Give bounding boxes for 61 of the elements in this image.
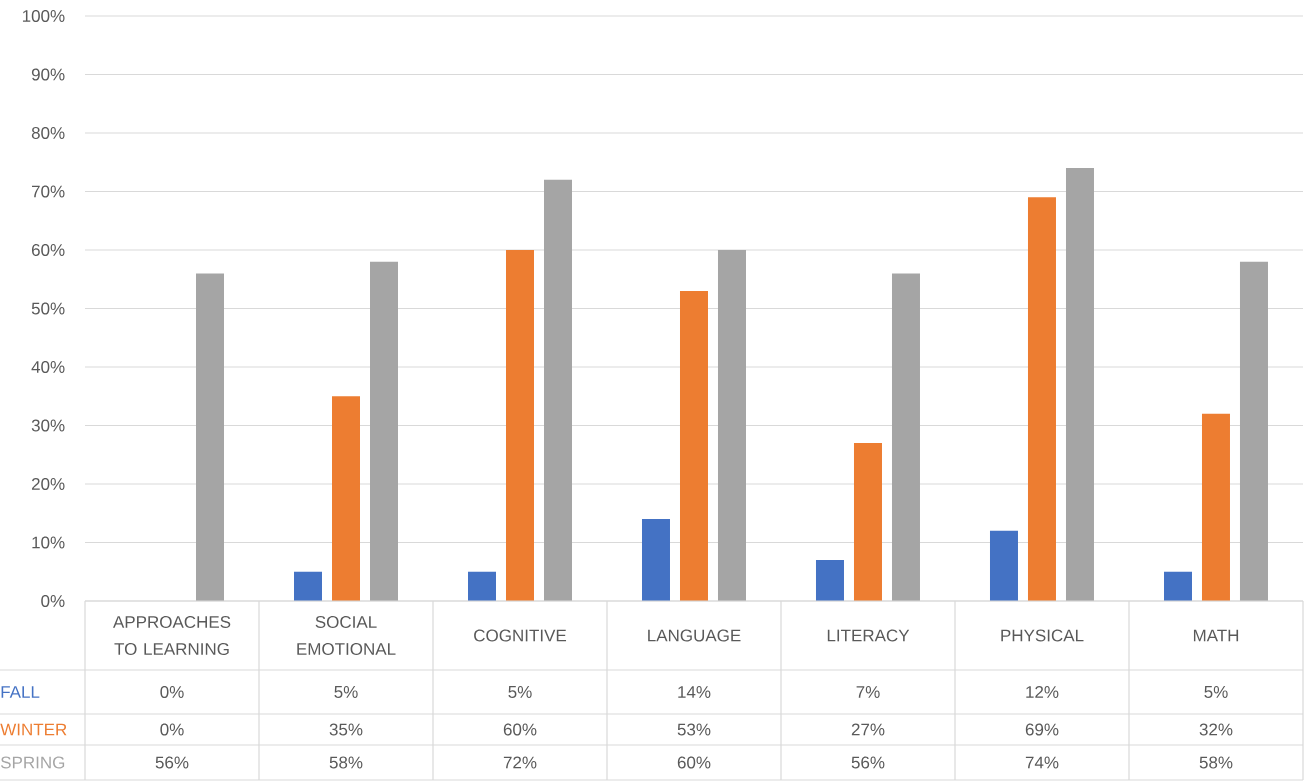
bar	[196, 273, 225, 601]
data-label: 58%	[1199, 756, 1233, 769]
text: FALL	[1, 686, 40, 698]
bar	[1239, 261, 1268, 601]
y-tick-label: 20%	[31, 477, 65, 491]
x-tick-label: COGNITIVE	[474, 629, 567, 642]
data-label: 53%	[677, 723, 711, 736]
bar	[468, 571, 496, 601]
bar	[641, 519, 670, 601]
data-label: 74%	[1025, 756, 1059, 769]
bar	[989, 530, 1018, 601]
y-tick-label: 90%	[31, 68, 65, 81]
data-label: 69%	[1025, 723, 1059, 736]
y-tick-label: 60%	[31, 243, 65, 257]
bar	[506, 249, 534, 601]
data-label: 7%	[856, 686, 880, 698]
y-tick-label: 40%	[31, 360, 65, 374]
bar	[332, 396, 360, 601]
data-label: 0%	[160, 723, 184, 736]
x-tick-label: LITERACY	[827, 629, 910, 642]
x-tick-label: MATH	[1193, 629, 1239, 642]
bar	[815, 560, 844, 601]
data-label: 5%	[1204, 686, 1228, 698]
x-tick-label: SOCIAL EMOTIONAL	[297, 615, 396, 656]
y-tick-label: 50%	[31, 302, 65, 315]
data-label: 60%	[503, 723, 537, 736]
data-label: 56%	[155, 756, 189, 769]
data-label: 5%	[334, 686, 358, 698]
y-tick-label: 30%	[31, 419, 65, 432]
text: WINTER	[0, 723, 67, 736]
data-label: 58%	[329, 756, 363, 769]
bar	[1201, 413, 1230, 601]
data-label: 5%	[508, 686, 532, 698]
bar	[370, 261, 398, 601]
bar	[717, 249, 746, 601]
data-label: 14%	[678, 686, 711, 698]
bar	[679, 290, 708, 601]
y-tick-label: 80%	[31, 126, 65, 140]
y-tick-label: 70%	[32, 185, 65, 198]
data-label: 35%	[329, 723, 363, 736]
x-tick-label: APPROACHES TO LEARNING	[113, 615, 231, 656]
y-tick-label: 100%	[22, 9, 65, 23]
bar	[544, 179, 572, 601]
data-label: 0%	[160, 685, 184, 699]
data-label: 72%	[503, 756, 537, 769]
y-tick-label: 0%	[41, 594, 65, 608]
text: SPRING	[0, 756, 65, 769]
bar	[294, 571, 322, 601]
data-label: 32%	[1199, 723, 1233, 736]
bar	[1065, 168, 1094, 601]
data-label: 56%	[851, 756, 885, 769]
data-label: 12%	[1026, 686, 1059, 698]
data-label: 60%	[677, 756, 711, 769]
bar	[1027, 197, 1056, 601]
x-tick-label: LANGUAGE	[648, 629, 741, 642]
y-tick-label: 10%	[32, 536, 65, 549]
data-label: 27%	[851, 723, 885, 736]
bar	[853, 443, 882, 601]
bar	[891, 273, 920, 601]
x-tick-label: PHYSICAL	[1001, 629, 1084, 642]
bar	[1163, 571, 1192, 601]
